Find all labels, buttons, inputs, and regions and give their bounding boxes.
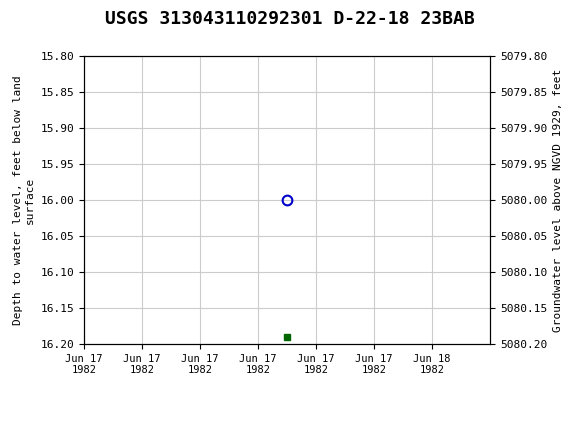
Text: USGS 313043110292301 D-22-18 23BAB: USGS 313043110292301 D-22-18 23BAB [105, 10, 475, 28]
Text: ≡USGS: ≡USGS [10, 10, 92, 30]
Y-axis label: Depth to water level, feet below land
surface: Depth to water level, feet below land su… [13, 75, 35, 325]
Y-axis label: Groundwater level above NGVD 1929, feet: Groundwater level above NGVD 1929, feet [553, 68, 563, 332]
